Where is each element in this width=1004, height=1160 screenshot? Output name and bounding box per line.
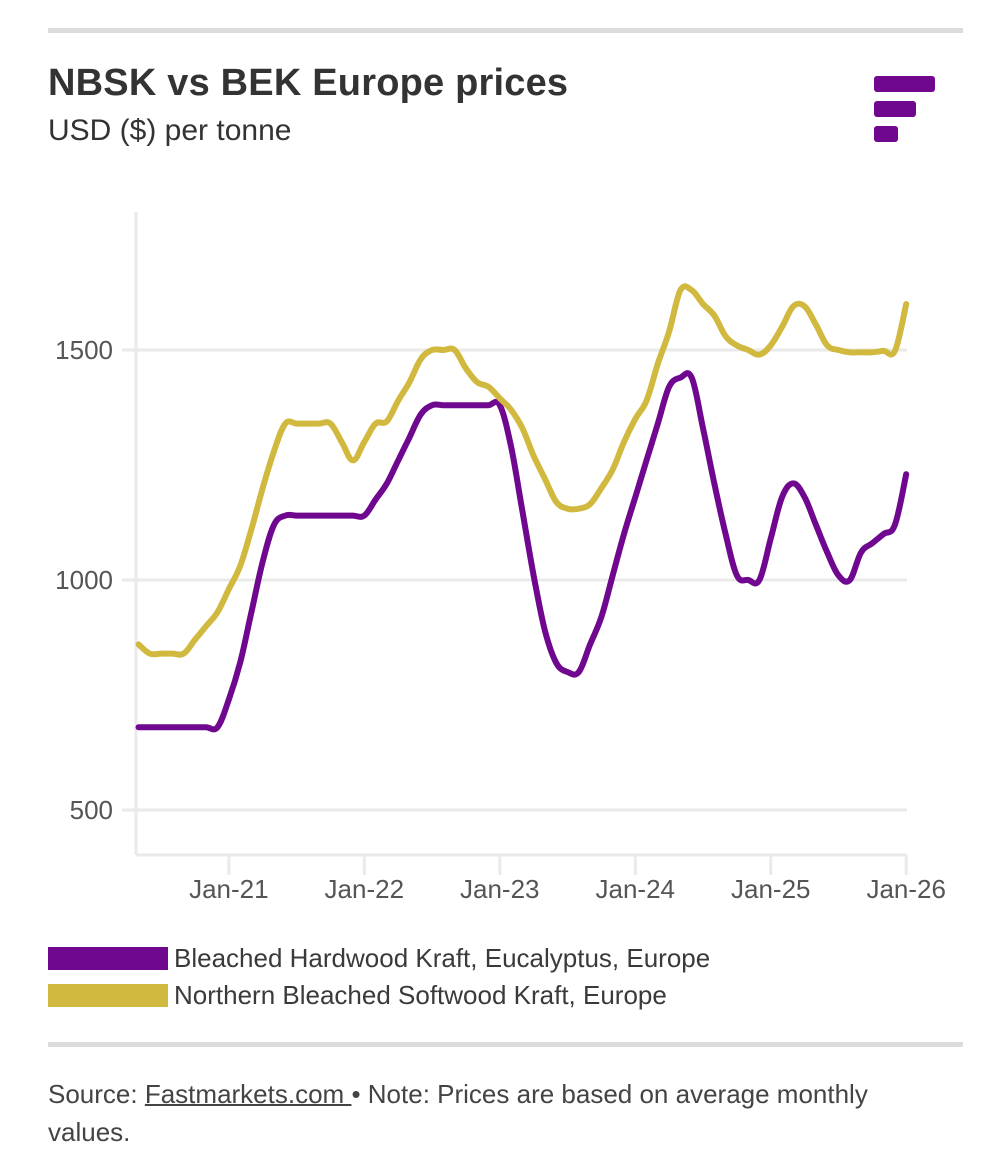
series-lines bbox=[135, 283, 910, 733]
line-chart: 500 1000 1500 Jan-21 Jan-22 Jan-23 Jan-24 Jan-2… bbox=[55, 212, 946, 904]
logo-bar-middle bbox=[874, 101, 916, 117]
x-tick-label-Jan-25: Jan-25 bbox=[731, 874, 811, 904]
x-tick-label-Jan-23: Jan-23 bbox=[460, 874, 540, 904]
chart-title: NBSK vs BEK Europe prices bbox=[48, 62, 569, 104]
legend-swatch-nbsk bbox=[48, 984, 168, 1007]
series-line-bek bbox=[135, 370, 910, 733]
x-tick-label-Jan-24: Jan-24 bbox=[596, 874, 676, 904]
legend-item-nbsk: Northern Bleached Softwood Kraft, Europe bbox=[48, 977, 710, 1014]
x-tick-label-Jan-21: Jan-21 bbox=[189, 874, 269, 904]
logo-bar-top bbox=[874, 76, 935, 92]
series-line-nbsk bbox=[135, 283, 910, 658]
fastmarkets-logo-icon bbox=[874, 76, 936, 144]
source-label: Source: bbox=[48, 1079, 138, 1109]
legend-label-bek: Bleached Hardwood Kraft, Eucalyptus, Eur… bbox=[174, 943, 711, 973]
bullet-separator: • bbox=[351, 1079, 361, 1109]
legend-item-bek: Bleached Hardwood Kraft, Eucalyptus, Eur… bbox=[48, 940, 710, 977]
tick-labels: 500 1000 1500 Jan-21 Jan-22 Jan-23 Jan-24 Jan-2… bbox=[55, 335, 946, 904]
legend-label-nbsk: Northern Bleached Softwood Kraft, Europe bbox=[174, 980, 667, 1010]
logo-bar-bottom bbox=[874, 126, 898, 142]
gridlines bbox=[122, 348, 907, 812]
source-note: Source: Fastmarkets.com • Note: Prices a… bbox=[48, 1075, 948, 1151]
y-tick-label-1000: 1000 bbox=[55, 565, 113, 595]
chart-subtitle: USD ($) per tonne bbox=[48, 114, 292, 147]
y-tick-label-500: 500 bbox=[70, 795, 113, 825]
y-tick-label-1500: 1500 bbox=[55, 335, 113, 365]
legend: Bleached Hardwood Kraft, Eucalyptus, Eur… bbox=[48, 940, 710, 1014]
x-tick-label-Jan-22: Jan-22 bbox=[325, 874, 405, 904]
bottom-divider bbox=[48, 1042, 963, 1047]
x-tick-label-Jan-26: Jan-26 bbox=[866, 874, 946, 904]
axes bbox=[134, 212, 908, 875]
source-link[interactable]: Fastmarkets.com bbox=[144, 1079, 352, 1109]
legend-swatch-bek bbox=[48, 947, 168, 970]
note-text: Note: Prices are based on average monthl… bbox=[48, 1079, 868, 1147]
top-divider bbox=[48, 28, 963, 33]
